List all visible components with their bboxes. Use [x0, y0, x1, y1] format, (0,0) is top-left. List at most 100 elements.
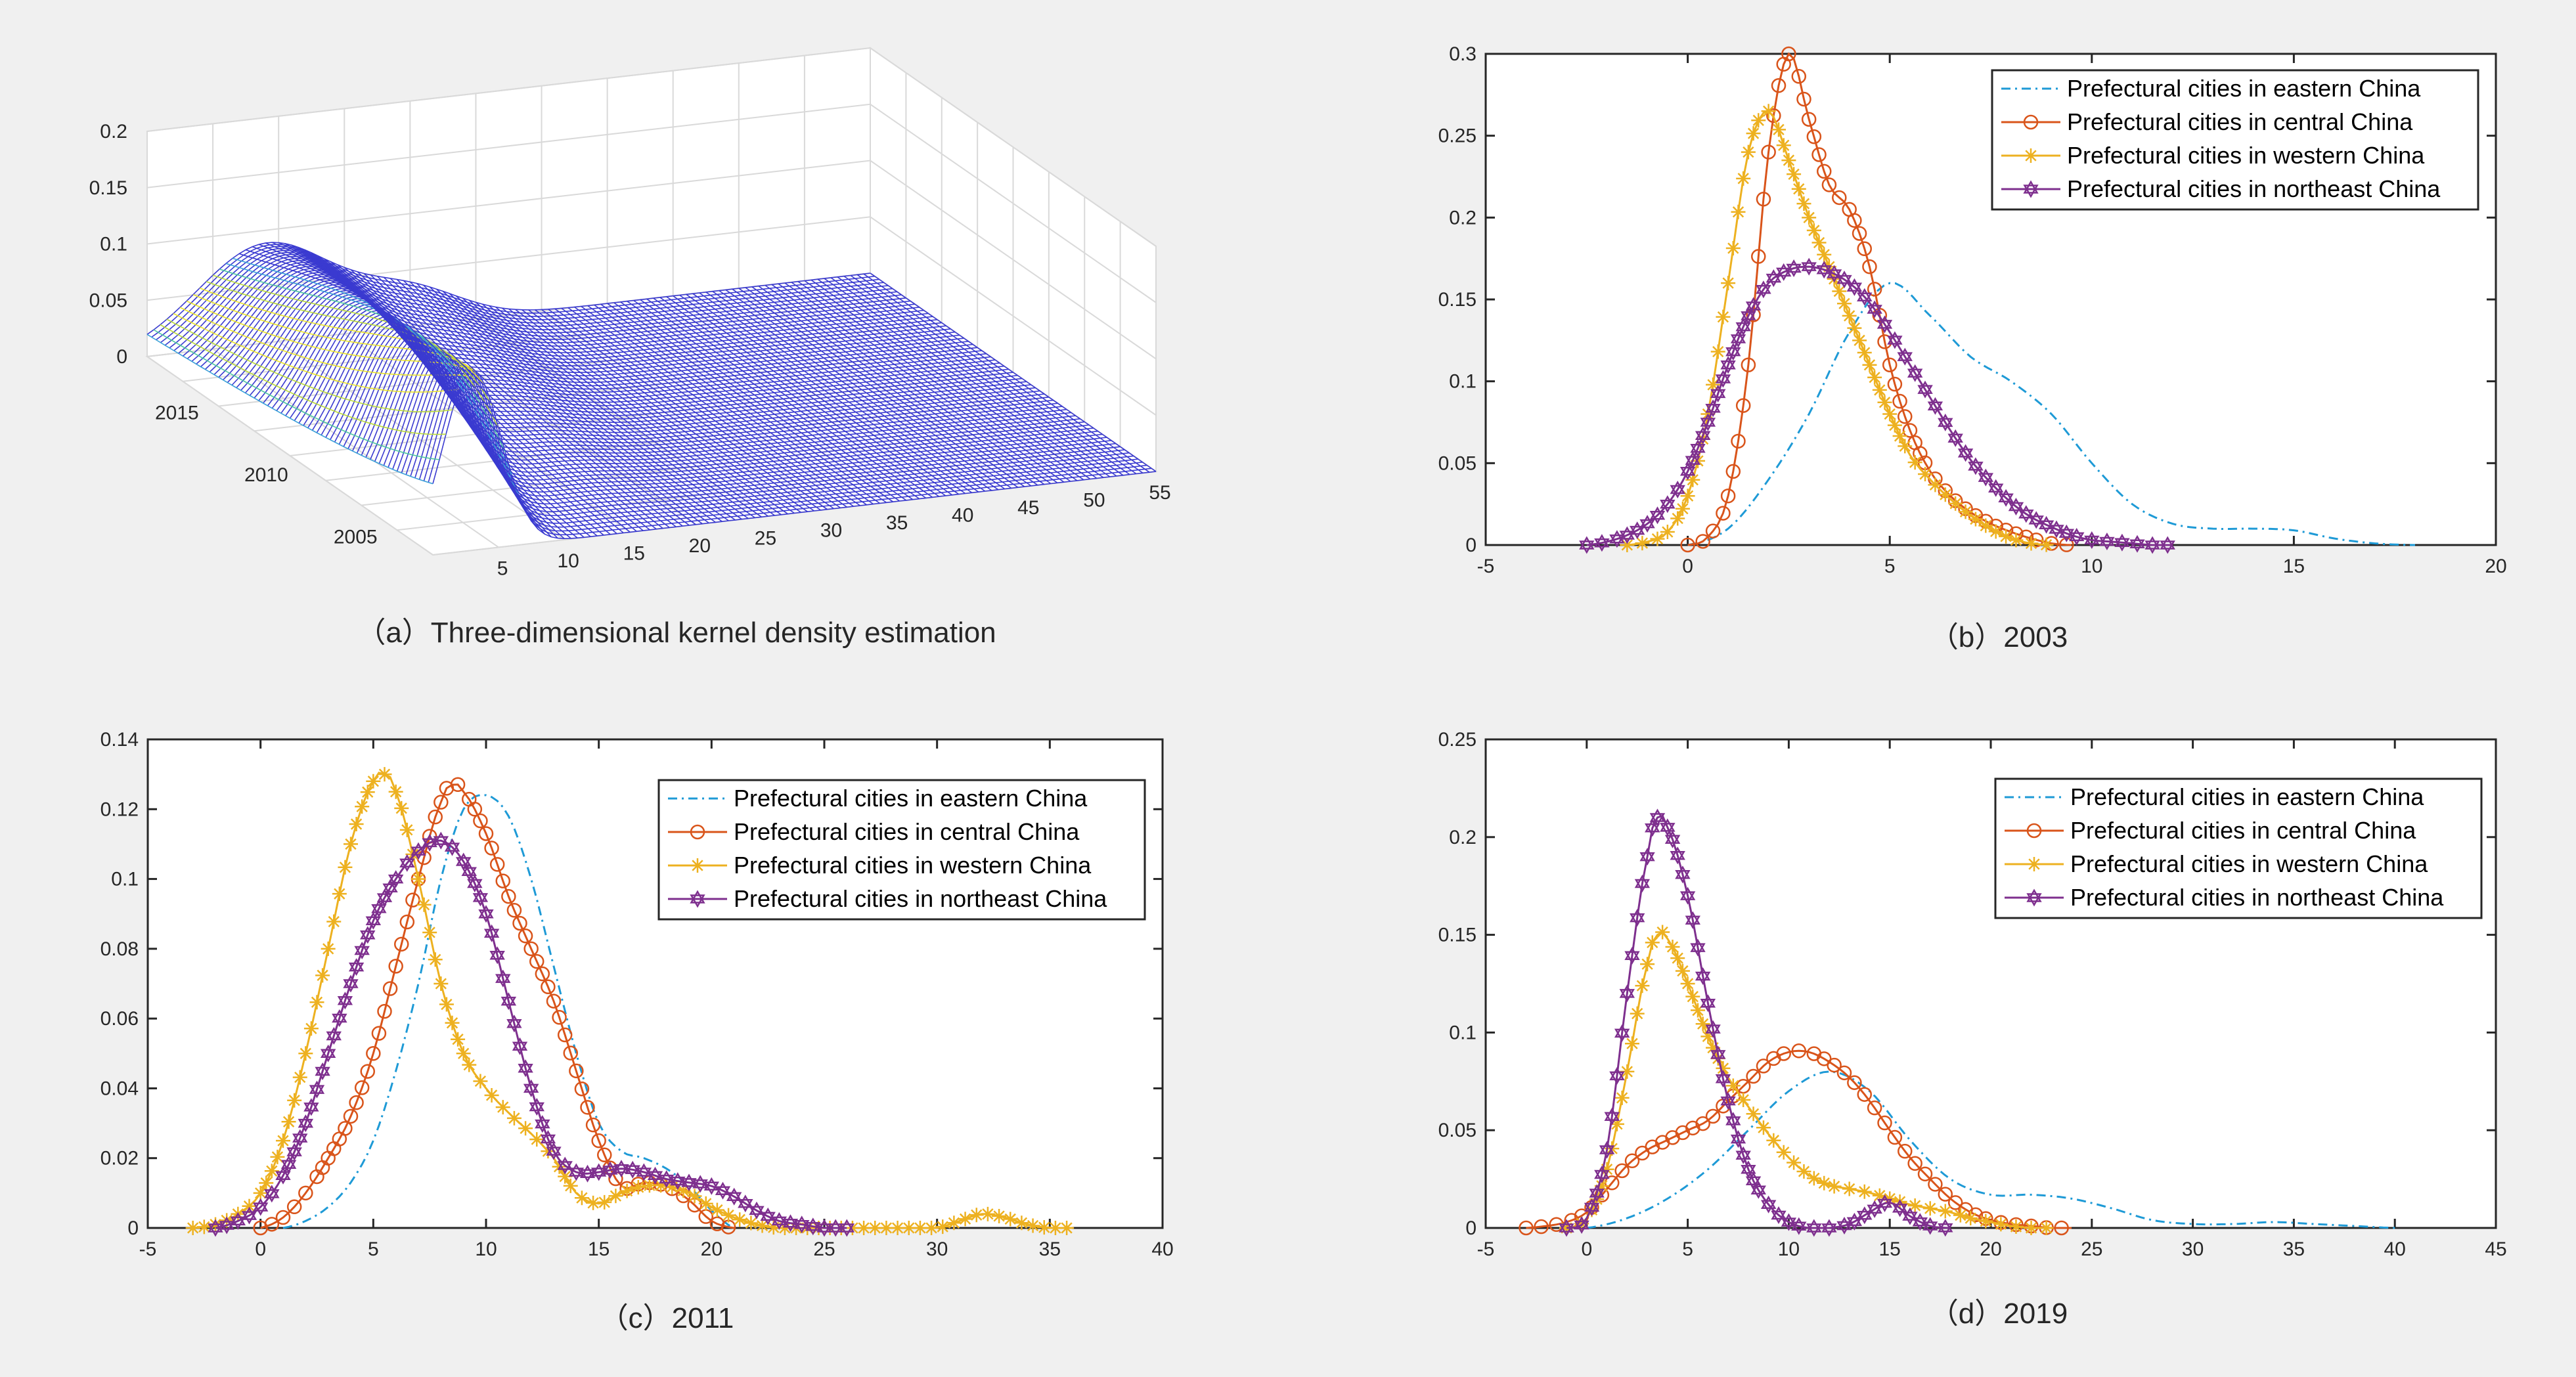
series-marker-western: [287, 1093, 302, 1108]
x-tick-label: 15: [1879, 1238, 1901, 1260]
series-marker-western: [1660, 525, 1675, 540]
series-marker-western: [422, 925, 437, 940]
series-marker-western: [1614, 1090, 1630, 1105]
series-marker-central: [1827, 1057, 1842, 1073]
series-marker-western: [1771, 122, 1787, 137]
series-marker-western: [1857, 1184, 1872, 1199]
series-marker-northeast: [360, 926, 376, 944]
series-marker-western: [1625, 1036, 1640, 1051]
series-marker-northeast: [1745, 1171, 1762, 1190]
y-tick-label: 0.02: [100, 1148, 139, 1169]
legend-marker-northeast: [2026, 888, 2042, 907]
legend-label-western: Prefectural cities in western China: [2067, 142, 2425, 169]
a-z-tick-label: 0.15: [89, 177, 127, 199]
a-x-tick-label: 45: [1017, 497, 1039, 519]
a-mesh-col: [462, 297, 749, 519]
series-marker-western: [1025, 1218, 1040, 1233]
series-marker-western: [642, 1178, 657, 1193]
series-marker-northeast: [326, 1027, 342, 1045]
series-line-eastern: [1687, 282, 2416, 546]
series-marker-central: [1887, 376, 1903, 392]
a-mesh-col: [409, 281, 696, 525]
series-marker-northeast: [1938, 1219, 1953, 1237]
series-marker-central: [1847, 1075, 1862, 1090]
series-marker-western: [242, 1198, 257, 1213]
series-marker-western: [1847, 320, 1862, 336]
series-marker-northeast: [1725, 343, 1741, 361]
series-marker-central: [552, 1010, 567, 1025]
series-marker-western: [326, 914, 342, 929]
series-western: [185, 767, 1075, 1235]
series-marker-northeast: [512, 1037, 528, 1055]
series-marker-northeast: [1892, 1199, 1908, 1217]
series-marker-central: [1756, 192, 1771, 207]
series-marker-western: [355, 799, 370, 814]
a-year-tick-label: 2005: [334, 526, 378, 548]
a-mesh-col: [673, 295, 960, 495]
legend: Prefectural cities in eastern China Prefe…: [1991, 69, 2479, 211]
series-marker-western: [924, 1221, 939, 1235]
series-marker-western: [1680, 489, 1695, 504]
series-marker-central: [506, 902, 522, 918]
y-tick-label: 0: [1465, 1217, 1477, 1239]
series-line-eastern: [282, 794, 735, 1229]
series-marker-western: [946, 1215, 962, 1231]
series-marker-central: [574, 1082, 590, 1097]
series-marker-northeast: [1579, 536, 1595, 554]
x-tick-label: 15: [588, 1238, 610, 1260]
series-marker-western: [958, 1212, 973, 1227]
series-marker-western: [1716, 309, 1731, 324]
legend-label-northeast: Prefectural cities in northeast China: [2070, 884, 2444, 911]
series-marker-northeast: [489, 946, 505, 965]
x-tick-label: -5: [139, 1238, 157, 1260]
series-marker-western: [1680, 976, 1695, 991]
series-marker-western: [1963, 1211, 1978, 1226]
a-mesh-col: [738, 288, 1025, 487]
a-year-tick-label: 2015: [155, 403, 199, 424]
x-tick-label: 15: [2283, 556, 2305, 577]
series-marker-western: [321, 941, 336, 956]
series-marker-western: [721, 1208, 736, 1223]
series-marker-northeast: [1846, 278, 1863, 296]
series-marker-northeast: [1912, 1213, 1928, 1231]
series-marker-central: [501, 888, 516, 904]
series-marker-western: [1852, 333, 1867, 348]
a-mesh-col: [607, 303, 894, 502]
series-marker-northeast: [590, 1163, 607, 1181]
x-tick-label: 30: [926, 1238, 948, 1260]
series-marker-central: [1741, 357, 1756, 372]
series-marker-northeast: [1917, 380, 1933, 399]
series-marker-northeast: [1947, 429, 1963, 447]
series-marker-western: [377, 767, 392, 782]
series-marker-central: [1751, 249, 1766, 264]
series-marker-western: [1776, 138, 1791, 153]
series-marker-northeast: [309, 1080, 325, 1099]
x-tick-label: 40: [1151, 1238, 1173, 1260]
series-marker-western: [868, 1221, 883, 1235]
a-mesh-col: [850, 274, 1137, 475]
a-mesh-col: [640, 299, 927, 499]
a-mesh-col: [396, 278, 683, 527]
series-marker-western: [935, 1219, 950, 1235]
series-marker-northeast: [1695, 426, 1711, 445]
series-marker-northeast: [1599, 1141, 1615, 1159]
series-marker-central: [1852, 226, 1867, 241]
series-marker-northeast: [252, 1198, 269, 1216]
series-marker-western: [1725, 240, 1741, 255]
series-marker-western: [1953, 1208, 1968, 1223]
x-tick-label: 20: [1980, 1238, 2001, 1260]
series-marker-central: [523, 941, 539, 957]
series-marker-central: [1877, 1115, 1892, 1131]
series-marker-northeast: [1679, 886, 1696, 905]
series-marker-northeast: [483, 924, 500, 942]
series-marker-northeast: [2129, 535, 2145, 553]
x-tick-label: 5: [1884, 556, 1896, 577]
series-marker-western: [1736, 1092, 1751, 1107]
series-marker-western: [856, 1221, 872, 1235]
series-marker-western: [1999, 529, 2014, 544]
series-marker-western: [597, 1194, 612, 1210]
series-marker-northeast: [681, 1173, 697, 1192]
series-marker-central: [1917, 1166, 1933, 1182]
series-marker-northeast: [1836, 271, 1852, 289]
series-marker-western: [1594, 1178, 1609, 1193]
